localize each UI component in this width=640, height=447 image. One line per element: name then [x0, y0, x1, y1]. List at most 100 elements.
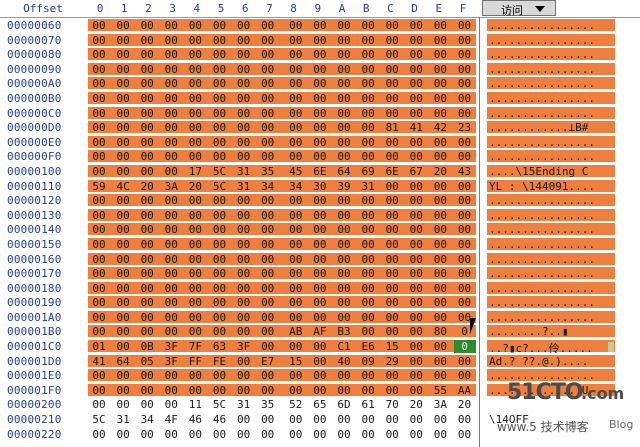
- hex-byte[interactable]: 00: [433, 413, 448, 427]
- hex-byte[interactable]: 00: [164, 106, 178, 120]
- hex-byte[interactable]: 00: [457, 48, 472, 62]
- hex-byte[interactable]: 00: [457, 33, 472, 47]
- hex-byte[interactable]: 00: [116, 340, 130, 354]
- hex-byte[interactable]: 00: [116, 281, 130, 295]
- hex-byte[interactable]: 00: [289, 223, 303, 237]
- hex-byte[interactable]: 00: [188, 325, 203, 339]
- scroll-position-marker[interactable]: [608, 342, 614, 352]
- hex-editor-grid[interactable]: 00000060 00 00 00 00 00 00 00 00 00 00 00 00 00 00 00 00…: [0, 18, 640, 441]
- hex-byte[interactable]: 00: [433, 135, 448, 149]
- hex-byte[interactable]: 00: [116, 369, 130, 383]
- hex-byte[interactable]: 00: [361, 325, 375, 339]
- hex-byte[interactable]: AA: [457, 383, 472, 397]
- hex-byte[interactable]: 00: [409, 340, 423, 354]
- ascii-text[interactable]: ................: [489, 48, 595, 62]
- ascii-text[interactable]: ....\15Ending C: [489, 164, 589, 178]
- hex-byte[interactable]: 00: [261, 281, 275, 295]
- hex-byte[interactable]: 20: [433, 164, 448, 178]
- hex-byte[interactable]: 00: [188, 237, 203, 251]
- ascii-text[interactable]: YL : \144091....: [489, 179, 595, 193]
- hex-byte[interactable]: 00: [313, 413, 327, 427]
- hex-row[interactable]: 00000110 59 4C 20 3A 20 5C 31 34 34 30 39 31 00 00 00 00…: [0, 179, 640, 194]
- hex-byte[interactable]: 00: [212, 121, 227, 135]
- hex-byte[interactable]: 00: [236, 150, 251, 164]
- hex-byte[interactable]: 00: [457, 19, 472, 32]
- hex-byte[interactable]: 00: [236, 223, 251, 237]
- hex-byte[interactable]: C1: [337, 340, 351, 354]
- ascii-text[interactable]: ................: [489, 91, 595, 105]
- hex-byte[interactable]: 00: [433, 179, 448, 193]
- hex-byte[interactable]: 00: [261, 48, 275, 62]
- hex-row[interactable]: 00000170 00 00 00 00 00 00 00 00 00 00 00 00 00 00 00 00…: [0, 266, 640, 281]
- hex-byte[interactable]: 00: [261, 135, 275, 149]
- hex-byte[interactable]: 00: [361, 150, 375, 164]
- hex-byte[interactable]: 00: [261, 427, 275, 441]
- hex-byte[interactable]: AF: [313, 325, 327, 339]
- hex-byte[interactable]: 00: [236, 121, 251, 135]
- hex-byte[interactable]: 00: [409, 427, 423, 441]
- hex-bytes[interactable]: 00 00 00 00 00 00 00 00 00 00 00 00 00 00 00 00: [90, 63, 476, 76]
- hex-byte[interactable]: 00: [409, 296, 423, 310]
- hex-byte[interactable]: 00: [361, 427, 375, 441]
- hex-byte[interactable]: 00: [188, 383, 203, 397]
- hex-bytes[interactable]: 00 00 00 00 00 00 00 00 AB AF B3 00 00 00 80 0: [90, 325, 476, 338]
- hex-byte[interactable]: 00: [385, 267, 399, 281]
- hex-row[interactable]: 000000A0 00 00 00 00 00 00 00 00 00 00 00 00 00 00 00 00…: [0, 76, 640, 91]
- hex-byte[interactable]: 00: [337, 208, 351, 222]
- hex-byte[interactable]: 00: [409, 77, 423, 91]
- hex-byte[interactable]: 00: [164, 267, 178, 281]
- hex-byte[interactable]: 00: [457, 427, 472, 441]
- hex-byte[interactable]: 11: [188, 398, 203, 412]
- hex-row[interactable]: 00000210 5C 31 34 4F 46 46 00 00 00 00 00 00 00 00 00 00…: [0, 412, 640, 427]
- hex-byte[interactable]: 00: [289, 19, 303, 32]
- hex-bytes[interactable]: 00 00 00 00 00 00 00 00 00 00 00 00 00 00 00 00: [90, 253, 476, 266]
- hex-byte[interactable]: 00: [140, 91, 154, 105]
- hex-byte[interactable]: 6E: [313, 164, 327, 178]
- hex-bytes[interactable]: 00 00 00 00 00 00 00 00 00 00 00 00 00 00 00 00: [90, 223, 476, 236]
- hex-bytes[interactable]: 00 00 00 00 00 00 00 00 00 00 00 00 00 00 00 00: [90, 92, 476, 105]
- ascii-text[interactable]: ................: [489, 135, 595, 149]
- hex-byte[interactable]: 00: [433, 252, 448, 266]
- hex-byte[interactable]: 00: [409, 281, 423, 295]
- hex-byte[interactable]: 34: [140, 413, 154, 427]
- hex-byte[interactable]: 00: [164, 325, 178, 339]
- hex-byte[interactable]: 00: [289, 427, 303, 441]
- hex-byte[interactable]: 35: [261, 398, 275, 412]
- hex-byte[interactable]: 00: [92, 91, 106, 105]
- hex-byte[interactable]: 00: [92, 62, 106, 76]
- hex-byte[interactable]: 00: [409, 354, 423, 368]
- hex-byte[interactable]: 00: [188, 19, 203, 32]
- hex-byte[interactable]: E6: [361, 340, 375, 354]
- hex-byte[interactable]: 00: [433, 77, 448, 91]
- hex-byte[interactable]: 00: [140, 135, 154, 149]
- hex-byte[interactable]: 00: [361, 194, 375, 208]
- hex-byte[interactable]: 00: [457, 77, 472, 91]
- hex-byte[interactable]: 00: [385, 33, 399, 47]
- hex-bytes[interactable]: 00 00 00 00 00 00 00 00 00 00 00 00 00 00 00 00: [90, 150, 476, 163]
- hex-byte[interactable]: 00: [385, 91, 399, 105]
- hex-byte[interactable]: 31: [236, 179, 251, 193]
- hex-byte[interactable]: 00: [92, 121, 106, 135]
- hex-byte[interactable]: 00: [433, 48, 448, 62]
- hex-byte[interactable]: 00: [385, 413, 399, 427]
- hex-byte[interactable]: 00: [188, 121, 203, 135]
- hex-byte[interactable]: 6E: [385, 164, 399, 178]
- hex-byte[interactable]: 46: [212, 413, 227, 427]
- ascii-text[interactable]: ..............U: [489, 383, 589, 397]
- hex-byte[interactable]: 00: [289, 369, 303, 383]
- hex-byte[interactable]: 00: [313, 208, 327, 222]
- hex-byte[interactable]: 00: [313, 383, 327, 397]
- hex-byte[interactable]: 31: [236, 398, 251, 412]
- hex-byte[interactable]: 3F: [164, 354, 178, 368]
- hex-byte[interactable]: 00: [116, 150, 130, 164]
- hex-byte[interactable]: 00: [261, 413, 275, 427]
- hex-byte[interactable]: 00: [140, 383, 154, 397]
- hex-byte[interactable]: 61: [361, 398, 375, 412]
- hex-byte[interactable]: 00: [313, 121, 327, 135]
- hex-byte[interactable]: 00: [236, 413, 251, 427]
- hex-byte[interactable]: B3: [337, 325, 351, 339]
- hex-byte[interactable]: 00: [92, 383, 106, 397]
- hex-byte[interactable]: 00: [188, 296, 203, 310]
- hex-byte[interactable]: 00: [116, 19, 130, 32]
- hex-byte[interactable]: 00: [212, 91, 227, 105]
